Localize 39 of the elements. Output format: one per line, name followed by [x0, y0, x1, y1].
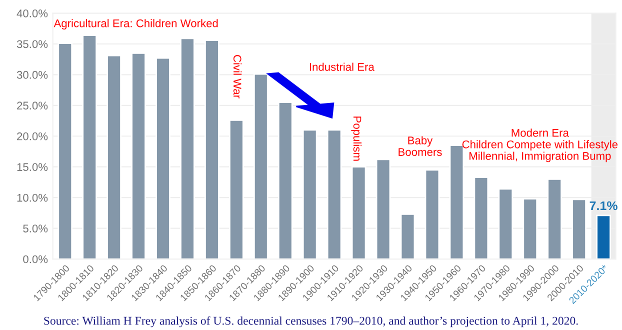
y-tick-label: 25.0%: [17, 102, 48, 110]
y-tick-label: 5.0%: [23, 224, 48, 232]
bar: [474, 176, 489, 260]
data-label: 7.1%: [590, 201, 618, 210]
bar: [424, 169, 440, 260]
bar: [596, 214, 611, 260]
y-tick-label: 20.0%: [17, 132, 48, 140]
bar: [572, 198, 586, 260]
bar: [376, 158, 391, 260]
bar: [302, 129, 318, 260]
bar: [326, 129, 342, 260]
y-tick-label: 30.0%: [16, 70, 48, 79]
y-tick-label: 10.0%: [17, 194, 48, 202]
bar: [106, 54, 122, 260]
bar: [58, 42, 73, 260]
y-tick-label: 40.0%: [16, 9, 48, 18]
annotation: Civil War: [233, 55, 242, 98]
bar: [400, 213, 416, 260]
bar: [131, 52, 146, 260]
annotation: Industrial Era: [310, 62, 374, 71]
source-note: Source: William H Frey analysis of U.S. decennial censuses 1790–2010, and author’s projection to April 1, 2020.: [44, 316, 578, 328]
annotation: Populism: [351, 116, 362, 161]
bar: [253, 73, 268, 260]
bar: [351, 166, 366, 260]
bar: [522, 198, 538, 260]
bar: [229, 119, 244, 260]
bar: [278, 102, 293, 260]
bar: [82, 34, 98, 260]
y-tick-label: 15.0%: [17, 163, 48, 171]
annotation: Baby Boomers: [398, 136, 442, 156]
bar: [156, 57, 170, 260]
bar: [180, 38, 195, 260]
bar: [204, 40, 220, 260]
y-tick-label: 35.0%: [16, 40, 48, 48]
bar: [498, 188, 514, 260]
bar: [547, 178, 562, 260]
annotation: Agricultural Era: Children Worked: [54, 19, 218, 30]
annotation: Modern Era Children Compete with Lifestyle Millennial, Immigration Bump: [462, 128, 618, 162]
y-tick-label: 0.0%: [23, 255, 48, 264]
